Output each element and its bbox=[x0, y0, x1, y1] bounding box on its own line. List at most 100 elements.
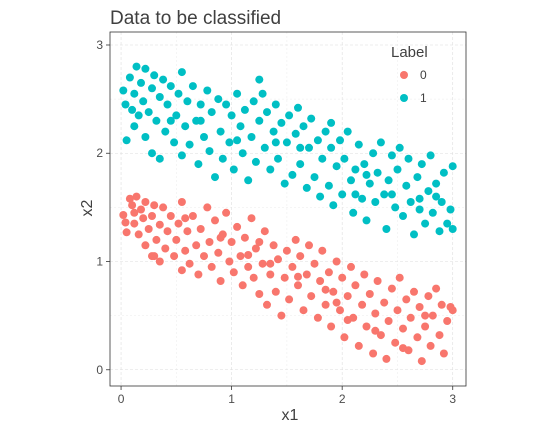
data-point bbox=[181, 122, 190, 131]
data-point bbox=[432, 192, 441, 201]
data-point bbox=[316, 192, 325, 201]
data-point bbox=[294, 281, 302, 290]
data-point bbox=[216, 277, 225, 285]
data-point bbox=[134, 111, 143, 120]
data-point bbox=[155, 93, 164, 101]
data-point bbox=[196, 116, 205, 125]
data-point bbox=[387, 151, 396, 160]
data-point bbox=[122, 136, 131, 145]
legend: Label 0 1 bbox=[391, 44, 428, 105]
data-point bbox=[391, 203, 400, 212]
data-point bbox=[236, 122, 245, 131]
data-point bbox=[266, 259, 275, 268]
data-point bbox=[271, 138, 280, 147]
data-point bbox=[332, 298, 341, 307]
data-point bbox=[194, 160, 203, 169]
legend-title: Label bbox=[391, 44, 428, 61]
data-point bbox=[240, 233, 249, 242]
data-point bbox=[362, 216, 371, 225]
data-point bbox=[236, 252, 245, 261]
chart-title: Data to be classified bbox=[110, 8, 281, 29]
data-point bbox=[358, 300, 367, 309]
data-point bbox=[174, 89, 183, 98]
data-point bbox=[327, 118, 336, 127]
data-point bbox=[294, 272, 302, 281]
data-point bbox=[188, 212, 197, 220]
data-point bbox=[280, 179, 289, 188]
data-point bbox=[327, 322, 336, 331]
data-point bbox=[244, 251, 253, 259]
data-point bbox=[247, 214, 256, 223]
y-axis-title: x2 bbox=[79, 199, 96, 216]
data-point bbox=[443, 219, 452, 228]
data-point bbox=[415, 303, 424, 311]
data-point bbox=[229, 165, 238, 174]
data-point bbox=[428, 208, 437, 217]
data-point bbox=[399, 324, 407, 333]
panel-border bbox=[109, 31, 467, 387]
legend-key-1 bbox=[400, 94, 408, 102]
data-point bbox=[343, 127, 352, 136]
data-point bbox=[448, 225, 457, 233]
data-point bbox=[448, 162, 457, 171]
data-point bbox=[181, 246, 190, 255]
data-point bbox=[343, 292, 352, 301]
data-point bbox=[225, 138, 234, 147]
data-point bbox=[362, 322, 371, 331]
data-point bbox=[391, 338, 400, 347]
data-point bbox=[332, 257, 341, 266]
data-point bbox=[225, 257, 234, 266]
data-point bbox=[271, 100, 280, 109]
data-point bbox=[159, 203, 168, 212]
data-point bbox=[277, 311, 286, 320]
data-point bbox=[255, 116, 264, 125]
data-point bbox=[196, 225, 205, 233]
data-point bbox=[119, 211, 128, 219]
legend-label-0: 0 bbox=[420, 68, 427, 82]
data-point bbox=[132, 62, 141, 71]
data-point bbox=[338, 273, 347, 282]
data-point bbox=[376, 331, 385, 340]
data-point bbox=[399, 212, 407, 220]
data-point bbox=[384, 317, 393, 325]
data-point bbox=[387, 284, 396, 293]
data-point bbox=[238, 281, 247, 290]
data-point bbox=[148, 149, 156, 158]
data-point bbox=[155, 220, 164, 229]
data-point bbox=[166, 82, 175, 91]
data-points bbox=[119, 62, 457, 366]
data-point bbox=[402, 181, 411, 190]
data-point bbox=[211, 173, 219, 182]
data-point bbox=[296, 143, 305, 152]
data-point bbox=[260, 227, 269, 236]
data-point bbox=[373, 277, 382, 285]
data-point bbox=[437, 300, 446, 309]
x-axis-ticks: 0 1 2 3 bbox=[118, 386, 456, 406]
data-point bbox=[269, 241, 278, 250]
data-point bbox=[260, 143, 269, 152]
data-point bbox=[166, 212, 175, 220]
data-point bbox=[172, 235, 181, 244]
data-point bbox=[148, 84, 156, 93]
data-point bbox=[280, 273, 289, 282]
data-point bbox=[371, 309, 380, 318]
data-point bbox=[382, 354, 391, 363]
data-point bbox=[415, 194, 424, 203]
data-point bbox=[130, 208, 139, 217]
data-point bbox=[318, 246, 327, 255]
data-point bbox=[174, 219, 183, 228]
legend-key-0 bbox=[400, 71, 408, 79]
data-point bbox=[177, 266, 186, 275]
data-point bbox=[302, 270, 311, 279]
data-point bbox=[207, 262, 216, 271]
data-point bbox=[159, 75, 168, 84]
data-point bbox=[251, 157, 260, 166]
data-point bbox=[258, 259, 267, 268]
data-point bbox=[387, 190, 396, 199]
data-point bbox=[148, 212, 156, 220]
data-point bbox=[382, 225, 391, 233]
grid-major bbox=[110, 32, 466, 386]
series-0 bbox=[119, 192, 457, 366]
